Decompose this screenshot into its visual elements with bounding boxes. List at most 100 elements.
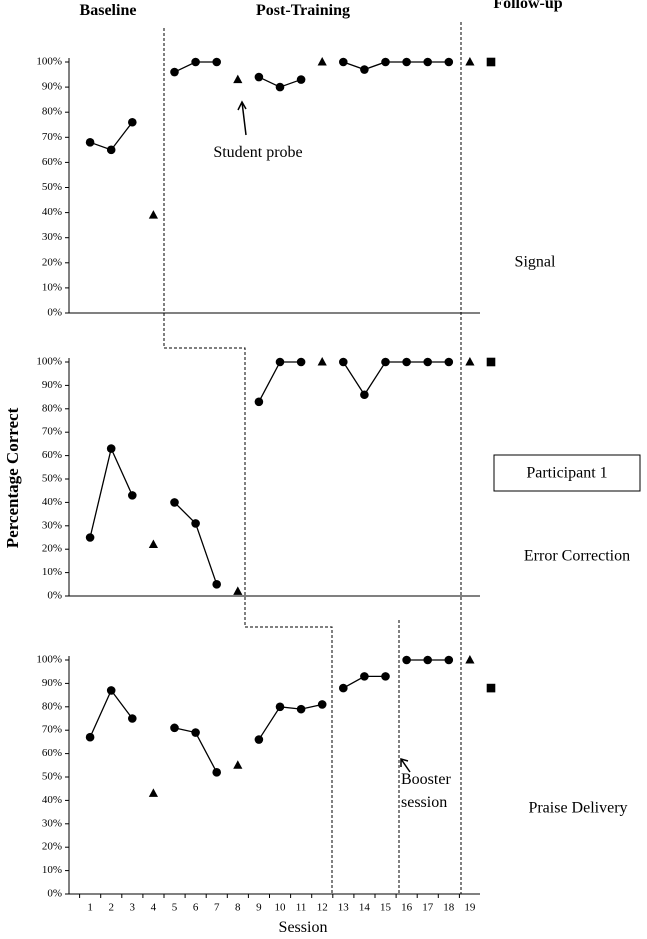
- y-tick-label: 100%: [36, 56, 62, 68]
- data-point: [339, 57, 348, 67]
- y-tick-label: 40%: [42, 206, 62, 218]
- y-tick-label: 90%: [42, 379, 62, 391]
- data-point: [128, 491, 137, 500]
- data-point: [85, 732, 95, 742]
- series-line: [89, 61, 449, 151]
- data-point: [275, 82, 285, 92]
- x-tick-label: 7: [214, 902, 220, 914]
- x-tick-label: 6: [193, 902, 199, 914]
- data-point: [317, 357, 327, 366]
- x-tick-label: 14: [359, 902, 371, 914]
- y-tick-label: 40%: [42, 496, 62, 508]
- participant-box: [493, 454, 641, 492]
- data-point: [254, 735, 264, 744]
- y-tick-label: 80%: [42, 402, 62, 414]
- y-tick-label: 20%: [42, 841, 62, 853]
- data-point: [254, 72, 264, 82]
- data-point: [191, 57, 200, 67]
- data-point: [233, 760, 243, 769]
- x-tick-label: 5: [172, 902, 178, 914]
- y-tick-label: 10%: [42, 281, 62, 293]
- data-point: [148, 539, 158, 549]
- data-point: [339, 357, 348, 367]
- data-point: [170, 67, 179, 77]
- data-point: [381, 357, 390, 367]
- y-tick-label: 60%: [42, 747, 62, 759]
- data-point: [106, 686, 116, 695]
- data-point: [148, 210, 158, 219]
- y-tick-label: 20%: [42, 256, 62, 268]
- data-point: [465, 57, 475, 66]
- data-point: [381, 672, 390, 681]
- data-point: [486, 683, 496, 693]
- data-point: [339, 683, 348, 693]
- y-tick-label: 90%: [42, 677, 62, 689]
- phase-label: Post-Training: [256, 2, 350, 19]
- data-point: [170, 723, 179, 733]
- y-tick-label: 70%: [42, 426, 62, 438]
- data-point: [275, 357, 285, 367]
- y-tick-label: 50%: [42, 771, 62, 783]
- annotation: Booster session: [401, 771, 451, 811]
- data-point: [486, 57, 496, 67]
- data-point: [444, 57, 454, 67]
- data-point: [360, 390, 369, 400]
- data-point: [233, 586, 243, 595]
- data-point: [191, 728, 200, 737]
- y-tick-label: 10%: [42, 566, 62, 578]
- x-tick-label: 13: [338, 902, 350, 914]
- data-point: [423, 57, 433, 67]
- data-point: [254, 397, 264, 407]
- data-point: [317, 57, 327, 66]
- y-tick-label: 30%: [42, 817, 62, 829]
- data-point: [106, 145, 116, 155]
- y-tick-label: 10%: [42, 864, 62, 876]
- y-axis-label: Percentage Correct: [3, 407, 22, 548]
- annotation: Student probe: [213, 144, 302, 161]
- data-point: [275, 702, 285, 712]
- x-axis-label: Session: [279, 919, 328, 936]
- y-tick-label: 80%: [42, 106, 62, 118]
- data-point: [465, 655, 475, 664]
- phase-label: Follow-up: [493, 0, 562, 12]
- y-tick-label: 0%: [47, 888, 62, 900]
- data-point: [423, 655, 433, 665]
- data-point: [212, 57, 221, 67]
- panel-label: Signal: [515, 254, 556, 271]
- x-tick-label: 4: [151, 902, 157, 914]
- y-tick-label: 0%: [47, 307, 62, 319]
- y-tick-label: 20%: [42, 543, 62, 555]
- data-point: [85, 138, 95, 147]
- data-point: [85, 533, 95, 542]
- panel-label: Error Correction: [524, 548, 630, 565]
- x-tick-label: 17: [422, 902, 434, 914]
- y-tick-label: 50%: [42, 473, 62, 485]
- x-tick-label: 16: [401, 902, 413, 914]
- x-tick-label: 11: [296, 902, 307, 914]
- series-line: [89, 361, 449, 585]
- x-tick-label: 8: [235, 902, 241, 914]
- x-tick-label: 19: [464, 902, 476, 914]
- y-tick-label: 0%: [47, 590, 62, 602]
- participant-label: Participant 1: [526, 465, 607, 482]
- series-line: [89, 689, 323, 773]
- data-point: [128, 117, 137, 127]
- data-point: [402, 57, 411, 67]
- annotation-arrow: [400, 758, 411, 773]
- x-tick-label: 15: [380, 902, 392, 914]
- y-tick-label: 90%: [42, 81, 62, 93]
- data-point: [148, 788, 158, 797]
- x-tick-label: 10: [275, 902, 287, 914]
- data-point: [233, 74, 243, 84]
- data-point: [444, 655, 454, 665]
- data-point: [402, 655, 411, 665]
- y-tick-label: 70%: [42, 131, 62, 143]
- y-tick-label: 30%: [42, 231, 62, 243]
- y-tick-label: 100%: [36, 654, 62, 666]
- y-tick-label: 100%: [36, 356, 62, 368]
- x-tick-label: 2: [108, 902, 114, 914]
- data-point: [106, 444, 116, 453]
- x-tick-label: 1: [87, 902, 93, 914]
- data-point: [296, 704, 306, 714]
